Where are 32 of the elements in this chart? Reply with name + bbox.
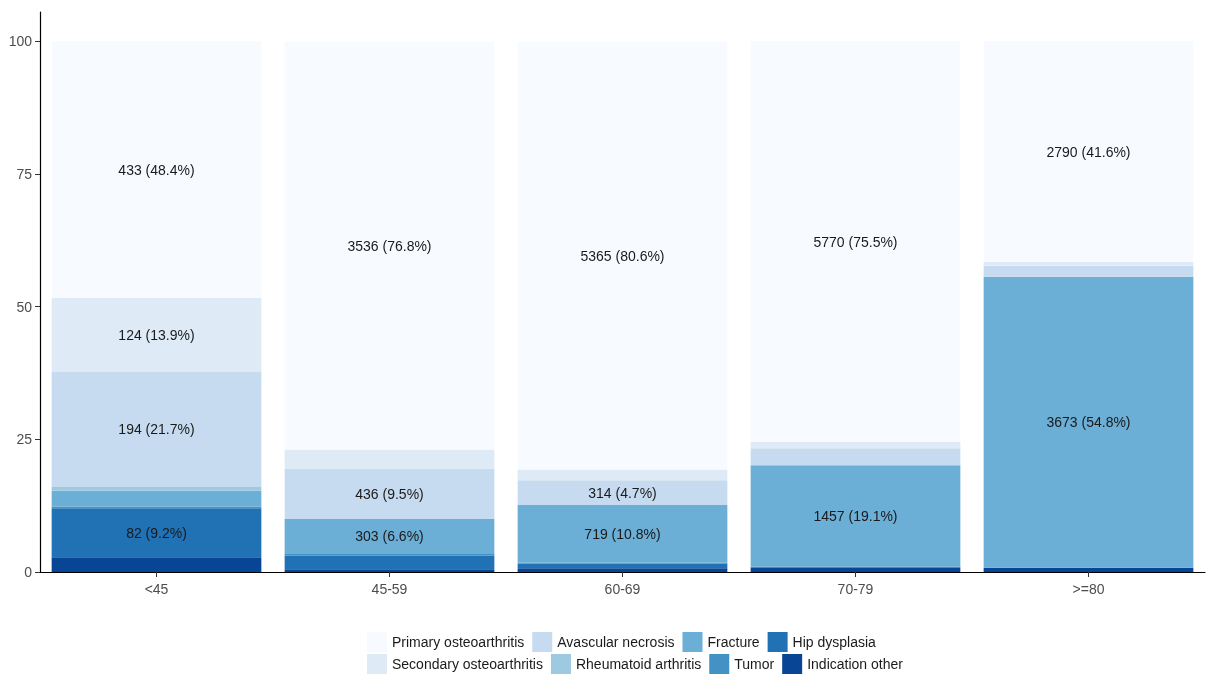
data-label: 303 (6.6%) [355,528,424,545]
data-label: 1457 (19.1%) [813,508,898,524]
data-label: 436 (9.5%) [355,485,424,502]
legend-label: Indication other [807,656,904,672]
data-label: 3673 (54.8%) [1046,414,1131,431]
y-tick-label: 75 [16,165,33,182]
data-label: 2790 (41.6%) [1046,143,1131,160]
data-label: 433 (48.4%) [118,161,195,178]
x-tick-label: 60-69 [604,581,641,597]
legend-label: Rheumatoid arthritis [575,656,702,672]
data-label: 82 (9.2%) [126,524,187,541]
legend-label: Hip dysplasia [792,634,877,650]
y-tick-label: 50 [16,298,33,315]
data-label: 5770 (75.5%) [813,233,898,250]
data-label: 719 (10.8%) [584,525,661,542]
data-label: 3536 (76.8%) [347,237,432,254]
x-tick-label: 70-79 [837,581,874,597]
legend-label: Primary osteoarthritis [392,634,525,650]
data-label: 124 (13.9%) [118,327,195,343]
data-label: 194 (21.7%) [118,421,195,438]
legend-label: Secondary osteoarthritis [392,656,543,672]
legend-label: Avascular necrosis [557,634,675,650]
legend-label: Fracture [707,634,760,650]
y-tick-label: 25 [16,431,33,448]
x-tick-label: <45 [144,581,169,597]
data-label: 5365 (80.6%) [580,247,665,264]
data-label: 314 (4.7%) [588,484,657,501]
x-tick-label: 45-59 [371,581,408,597]
legend-label: Tumor [734,656,775,672]
y-tick-label: 0 [24,564,33,580]
x-tick-label: >=80 [1072,581,1105,597]
y-tick-label: 100 [8,33,33,50]
